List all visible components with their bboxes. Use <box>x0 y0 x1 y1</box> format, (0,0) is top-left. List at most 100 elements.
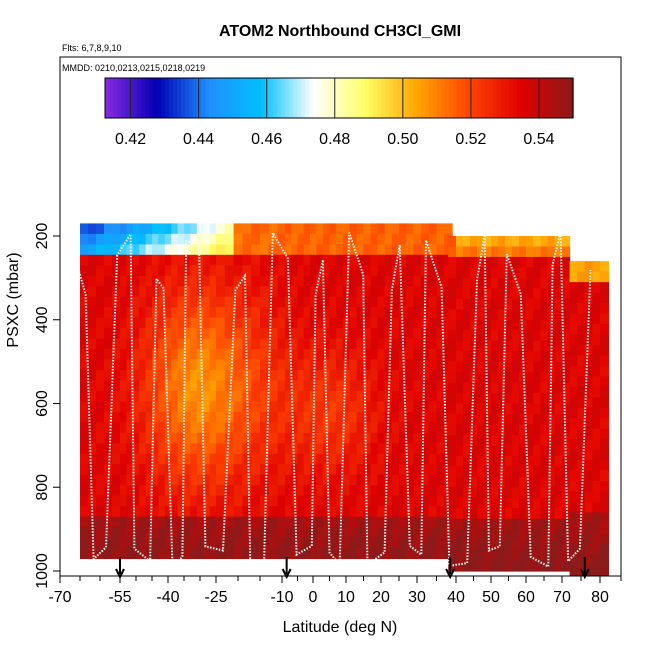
heatmap-cell <box>356 254 365 266</box>
heatmap-cell <box>164 254 172 266</box>
heatmap-cell <box>171 296 179 308</box>
heatmap-cell <box>203 275 211 287</box>
colorbar-segment <box>293 78 298 118</box>
heatmap-cell <box>233 233 243 245</box>
heatmap-cell <box>356 233 365 245</box>
heatmap-cell <box>547 445 556 457</box>
heatmap-cell <box>316 485 324 497</box>
heatmap-cell <box>303 495 311 507</box>
heatmap-cell <box>436 495 445 507</box>
heatmap-cell <box>242 359 252 371</box>
heatmap-cell <box>336 338 344 350</box>
heatmap-cell <box>505 236 513 248</box>
y-tick-label: 1000 <box>34 553 51 589</box>
heatmap-cell <box>363 411 372 423</box>
heatmap-cell <box>477 236 485 248</box>
heatmap-cell <box>562 560 571 572</box>
heatmap-cell <box>533 403 541 415</box>
heatmap-cell <box>336 223 344 235</box>
heatmap-cell <box>316 349 324 361</box>
heatmap-cell <box>303 244 311 256</box>
heatmap-cell <box>505 539 513 551</box>
heatmap-cell <box>505 340 513 352</box>
heatmap-cell <box>413 443 422 455</box>
heatmap-cell <box>285 401 292 413</box>
heatmap-cell <box>260 443 270 455</box>
heatmap-cell <box>470 508 478 520</box>
heatmap-cell <box>164 474 172 486</box>
heatmap-cell <box>203 233 211 245</box>
heatmap-cell <box>80 307 89 319</box>
heatmap-cell <box>177 317 185 329</box>
heatmap-cell <box>377 464 386 476</box>
heatmap-cell <box>190 328 198 340</box>
colorbar-segment <box>569 78 574 118</box>
heatmap-cell <box>505 487 513 499</box>
heatmap-cell <box>428 432 438 444</box>
heatmap-cell <box>519 518 527 530</box>
heatmap-cell <box>96 286 105 298</box>
heatmap-cell <box>349 338 358 350</box>
heatmap-cell <box>152 317 159 329</box>
heatmap-cell <box>209 422 217 434</box>
heatmap-cell <box>322 359 331 371</box>
heatmap-cell <box>498 309 506 321</box>
heatmap-cell <box>526 236 534 248</box>
heatmap-cell <box>260 390 270 402</box>
heatmap-cell <box>112 411 121 423</box>
heatmap-cell <box>356 495 365 507</box>
heatmap-cell <box>152 495 159 507</box>
heatmap-cell <box>526 298 534 310</box>
heatmap-cell <box>303 307 311 319</box>
heatmap-cell <box>322 223 331 235</box>
heatmap-cell <box>484 560 492 572</box>
heatmap-cell <box>329 380 337 392</box>
heatmap-cell <box>126 223 134 235</box>
heatmap-cell <box>413 296 422 308</box>
heatmap-cell <box>132 380 140 392</box>
heatmap-cell <box>164 244 172 256</box>
heatmap-cell <box>285 443 292 455</box>
heatmap-cell <box>406 485 414 497</box>
heatmap-cell <box>406 495 414 507</box>
heatmap-cell <box>519 256 527 268</box>
heatmap-cell <box>285 244 292 256</box>
colorbar-segment <box>197 78 202 118</box>
heatmap-cell <box>152 296 159 308</box>
heatmap-cell <box>406 317 414 329</box>
heatmap-cell <box>96 516 105 528</box>
heatmap-cell <box>164 485 172 497</box>
x-tick-label: 20 <box>372 589 390 606</box>
heatmap-cell <box>554 476 563 488</box>
heatmap-cell <box>158 317 166 329</box>
heatmap-cell <box>164 317 172 329</box>
heatmap-cell <box>251 338 261 350</box>
heatmap-cell <box>562 372 571 384</box>
heatmap-cell <box>448 372 457 384</box>
heatmap-cell <box>363 338 372 350</box>
heatmap-cell <box>484 319 492 331</box>
heatmap-cell <box>406 233 414 245</box>
heatmap-cell <box>592 470 601 482</box>
heatmap-cell <box>577 418 586 430</box>
heatmap-cell <box>251 443 261 455</box>
heatmap-cell <box>533 550 541 562</box>
heatmap-cell <box>297 516 305 528</box>
heatmap-cell <box>491 476 499 488</box>
heatmap-cell <box>519 455 527 467</box>
heatmap-cell <box>268 474 279 486</box>
heatmap-cell <box>145 380 153 392</box>
heatmap-cell <box>126 548 134 560</box>
heatmap-cell <box>436 349 445 361</box>
heatmap-cell <box>428 233 438 245</box>
heatmap-cell <box>399 390 407 402</box>
heatmap-cell <box>309 506 317 518</box>
heatmap-cell <box>470 476 478 488</box>
heatmap-cell <box>329 286 337 298</box>
heatmap-cell <box>285 380 292 392</box>
heatmap-cell <box>329 370 337 382</box>
heatmap-cell <box>171 453 179 465</box>
heatmap-cell <box>316 390 324 402</box>
heatmap-cell <box>322 254 331 266</box>
heatmap-cell <box>584 313 593 325</box>
